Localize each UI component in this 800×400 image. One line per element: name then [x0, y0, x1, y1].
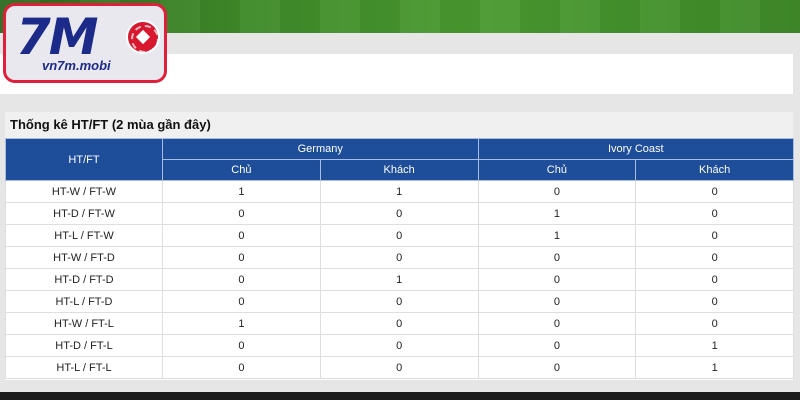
htft-stats-panel: Thống kê HT/FT (2 mùa gần đây) HT/FT Ger…	[5, 112, 795, 380]
table-cell: 0	[477, 290, 637, 313]
table-cell: 0	[319, 246, 479, 269]
row-label: HT-W / FT-W	[5, 180, 163, 203]
team-header-home: Germany	[162, 138, 479, 160]
sub-header-away-team-away: Khách	[635, 159, 795, 181]
row-label: HT-L / FT-L	[5, 356, 163, 379]
row-label: HT-L / FT-W	[5, 224, 163, 247]
table-row: HT-D / FT-L 0 0 0 1	[5, 334, 795, 357]
row-label: HT-L / FT-D	[5, 290, 163, 313]
table-cell: 0	[162, 356, 321, 379]
table-cell: 1	[162, 312, 321, 335]
soccer-ball-icon	[126, 20, 160, 54]
table-row: HT-L / FT-L 0 0 0 1	[5, 356, 795, 379]
table-row: HT-L / FT-D 0 0 0 0	[5, 290, 795, 313]
table-cell: 1	[319, 268, 479, 291]
table-cell: 0	[319, 202, 479, 225]
table-cell: 1	[162, 180, 321, 203]
table-cell: 0	[635, 180, 795, 203]
table-cell: 0	[477, 268, 637, 291]
table-cell: 0	[319, 312, 479, 335]
team-header-away: Ivory Coast	[477, 138, 795, 160]
site-logo[interactable]: 7M vn7m.mobi	[3, 3, 167, 83]
table-cell: 0	[477, 180, 637, 203]
row-label: HT-D / FT-L	[5, 334, 163, 357]
table-cell: 0	[477, 356, 637, 379]
table-cell: 0	[635, 290, 795, 313]
table-cell: 0	[162, 334, 321, 357]
sub-header-home-team-away: Khách	[319, 159, 479, 181]
row-label: HT-D / FT-W	[5, 202, 163, 225]
table-cell: 0	[477, 246, 637, 269]
table-cell: 0	[162, 202, 321, 225]
panel-title: Thống kê HT/FT (2 mùa gần đây)	[5, 112, 793, 138]
sub-header-home-team-home: Chủ	[162, 159, 321, 181]
table-cell: 1	[477, 202, 637, 225]
table-cell: 1	[477, 224, 637, 247]
table-row: HT-L / FT-W 0 0 1 0	[5, 224, 795, 247]
table-cell: 0	[162, 290, 321, 313]
table-row: HT-D / FT-D 0 1 0 0	[5, 268, 795, 291]
table-cell: 1	[635, 334, 795, 357]
table-cell: 0	[162, 246, 321, 269]
row-label: HT-D / FT-D	[5, 268, 163, 291]
table-cell: 1	[319, 180, 479, 203]
table-row: HT-W / FT-L 1 0 0 0	[5, 312, 795, 335]
bottom-bar	[0, 392, 800, 400]
table-cell: 0	[319, 334, 479, 357]
row-label: HT-W / FT-D	[5, 246, 163, 269]
table-cell: 0	[319, 290, 479, 313]
table-body: HT-W / FT-W 1 1 0 0 HT-D / FT-W 0 0 1 0 HT-L / FT-…	[5, 180, 795, 379]
table-cell: 0	[477, 312, 637, 335]
column-header-htft: HT/FT	[5, 138, 163, 181]
table-cell: 0	[635, 312, 795, 335]
table-cell: 0	[319, 224, 479, 247]
htft-table: HT/FT Germany Ivory Coast Chủ Khách Chủ …	[5, 138, 795, 379]
table-cell: 0	[477, 334, 637, 357]
table-row: HT-D / FT-W 0 0 1 0	[5, 202, 795, 225]
table-cell: 0	[162, 224, 321, 247]
table-row: HT-W / FT-W 1 1 0 0	[5, 180, 795, 203]
table-cell: 0	[635, 268, 795, 291]
logo-domain: vn7m.mobi	[42, 58, 111, 73]
table-cell: 0	[319, 356, 479, 379]
table-cell: 0	[635, 202, 795, 225]
table-row: HT-W / FT-D 0 0 0 0	[5, 246, 795, 269]
logo-mark: 7M	[16, 8, 99, 66]
table-cell: 1	[635, 356, 795, 379]
table-cell: 0	[162, 268, 321, 291]
table-cell: 0	[635, 224, 795, 247]
sub-header-away-team-home: Chủ	[477, 159, 637, 181]
table-cell: 0	[635, 246, 795, 269]
row-label: HT-W / FT-L	[5, 312, 163, 335]
